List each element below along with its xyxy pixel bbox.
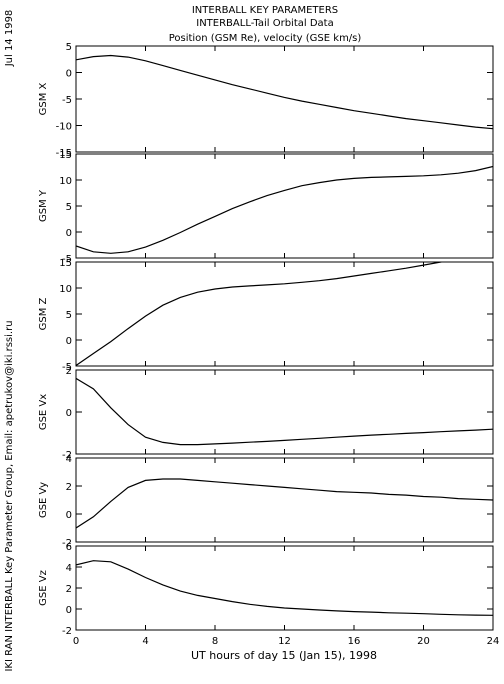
y-axis-label: GSE Vz	[38, 570, 49, 606]
y-tick-label: 6	[66, 542, 72, 553]
figure-title-line-1: INTERBALL KEY PARAMETERS	[192, 5, 338, 16]
y-tick-label: -5	[62, 362, 72, 373]
y-tick-label: 5	[66, 42, 72, 53]
panel-frame	[75, 153, 494, 259]
panel-3: 15 10 5 0 -5 GSM Z	[38, 258, 494, 373]
y-axis-label: GSM X	[38, 82, 49, 115]
figure-title-line-2: INTERBALL-Tail Orbital Data	[196, 18, 333, 29]
y-tick-label: 0	[66, 69, 72, 80]
y-tick-label: 15	[59, 150, 72, 161]
y-tick-label: 2	[66, 482, 72, 493]
panel-2: 15 10 5 0 -5 GSM Y	[38, 150, 494, 265]
x-tick-label: 16	[348, 636, 361, 647]
series-line-3	[76, 262, 445, 366]
x-tick-label: 20	[417, 636, 430, 647]
panels-group: 5 0 -5 -10 -15 GSM X 15 10 5 0 -5 GSM Y 15 10 5 0 -5 GSM …	[38, 42, 494, 637]
y-tick-label: -2	[62, 538, 72, 549]
series-line-1	[76, 54, 493, 130]
y-axis-label: GSM Y	[38, 189, 49, 222]
date-label: Jul 14 1998	[4, 10, 15, 68]
y-tick-label: 15	[59, 258, 72, 269]
x-tick-label: 8	[212, 636, 218, 647]
series-line-5	[76, 478, 493, 529]
y-tick-label: 4	[66, 454, 72, 465]
y-tick-label: -15	[56, 148, 72, 159]
y-tick-label: 2	[66, 584, 72, 595]
y-axis-label: GSE Vy	[38, 482, 49, 518]
y-tick-label: 10	[59, 176, 72, 187]
series-line-4	[76, 377, 493, 446]
panel-4: 2 0 -2 GSE Vx	[38, 366, 494, 461]
y-tick-label: 0	[66, 228, 72, 239]
y-tick-label: -2	[62, 450, 72, 461]
y-tick-label: -2	[62, 626, 72, 637]
y-tick-label: 0	[66, 336, 72, 347]
series-line-2	[76, 165, 493, 254]
y-tick-label: -5	[62, 254, 72, 265]
y-tick-label: 0	[66, 605, 72, 616]
panel-frame	[75, 261, 494, 367]
panel-1: 5 0 -5 -10 -15 GSM X	[38, 42, 494, 159]
x-tick-label: 0	[73, 636, 79, 647]
y-tick-label: 2	[66, 366, 72, 377]
credit-label: IKI RAN INTERBALL Key Parameter Group, E…	[4, 320, 15, 671]
panel-6: 6 4 2 0 -2 GSE Vz	[38, 542, 494, 637]
x-tick-label: 4	[142, 636, 148, 647]
y-tick-label: 4	[66, 563, 72, 574]
series-line-6	[76, 560, 493, 616]
y-tick-label: 0	[66, 408, 72, 419]
y-tick-label: 0	[66, 510, 72, 521]
figure-title-line-3: Position (GSM Re), velocity (GSE km/s)	[169, 33, 362, 44]
y-tick-label: 10	[59, 284, 72, 295]
panel-frame	[75, 457, 494, 543]
y-tick-label: -5	[62, 95, 72, 106]
panel-frame	[75, 45, 494, 153]
x-tick-label: 24	[487, 636, 500, 647]
y-tick-label: -10	[56, 122, 72, 133]
x-tick-label: 12	[278, 636, 291, 647]
panel-frame	[75, 369, 494, 455]
y-tick-label: 5	[66, 202, 72, 213]
panel-5: 4 2 0 -2 GSE Vy	[38, 454, 494, 549]
y-axis-label: GSM Z	[38, 297, 49, 330]
x-axis-label: UT hours of day 15 (Jan 15), 1998	[191, 649, 377, 662]
y-axis-label: GSE Vx	[38, 394, 49, 430]
x-axis: 0 4 8 12 16 20 24	[73, 636, 500, 647]
panel-frame	[75, 545, 494, 631]
y-tick-label: 5	[66, 310, 72, 321]
